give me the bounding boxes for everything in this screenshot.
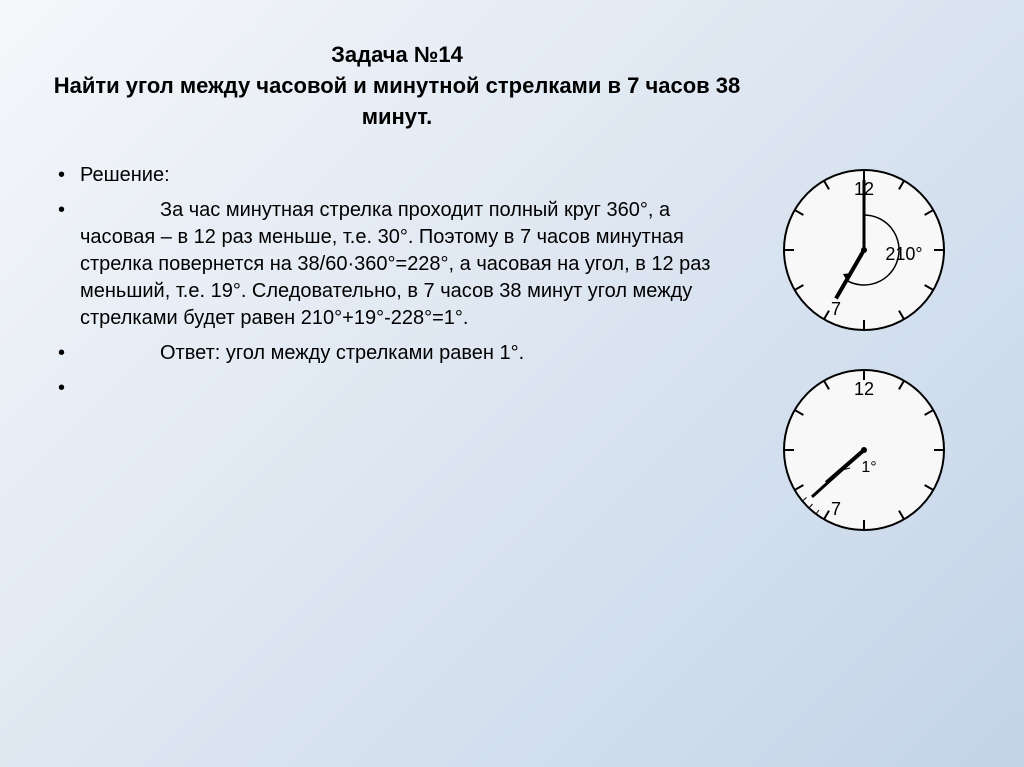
clock1-label-12: 12 xyxy=(854,179,874,199)
answer-body: Ответ: угол между стрелками равен 1°. xyxy=(80,342,524,364)
clock-diagrams: 12 7 210° xyxy=(774,160,974,727)
solution-body-item: За час минутная стрелка проходит полный … xyxy=(50,197,744,332)
clock1-angle: 210° xyxy=(885,244,922,264)
problem-title: Задача №14 Найти угол между часовой и ми… xyxy=(50,40,744,132)
clock2-label-7: 7 xyxy=(831,499,841,519)
clock-7-38: 12 7 1° xyxy=(774,360,954,540)
solution-label-item: Решение: xyxy=(50,162,744,189)
title-line2: Найти угол между часовой и минутной стре… xyxy=(54,73,741,129)
solution-list: Решение: За час минутная стрелка проходи… xyxy=(50,162,744,367)
clock-7-00: 12 7 210° xyxy=(774,160,954,340)
clock1-label-7: 7 xyxy=(831,299,841,319)
clock2-label-12: 12 xyxy=(854,379,874,399)
answer-item: Ответ: угол между стрелками равен 1°. xyxy=(50,340,744,367)
solution-label: Решение: xyxy=(80,164,170,186)
clock2-angle: 1° xyxy=(861,459,876,476)
slide-content: Задача №14 Найти угол между часовой и ми… xyxy=(0,0,1024,767)
title-line1: Задача №14 xyxy=(331,42,463,67)
text-area: Задача №14 Найти угол между часовой и ми… xyxy=(50,40,774,727)
solution-body: За час минутная стрелка проходит полный … xyxy=(80,199,710,329)
